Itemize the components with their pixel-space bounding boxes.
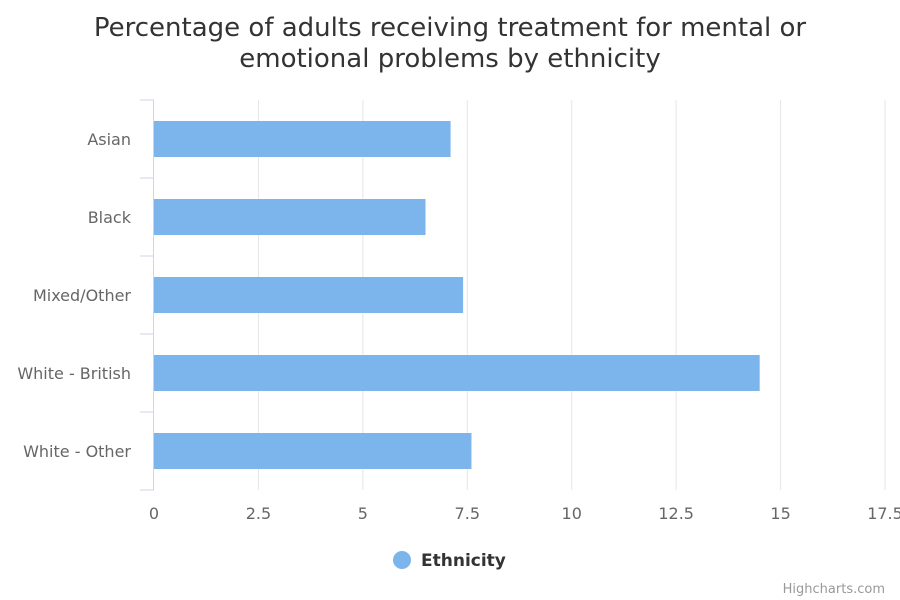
legend-marker[interactable] — [393, 551, 411, 569]
category-label-4: White - Other — [23, 442, 131, 461]
bar-asian[interactable] — [154, 121, 451, 157]
bar-mixed-other[interactable] — [154, 277, 464, 313]
x-tick-label-6: 15 — [770, 504, 790, 523]
x-tick-label-3: 7.5 — [455, 504, 480, 523]
bar-black[interactable] — [154, 199, 426, 235]
category-label-3: White - British — [17, 364, 131, 383]
x-tick-label-5: 12.5 — [658, 504, 694, 523]
x-tick-label-0: 0 — [149, 504, 159, 523]
x-tick-label-2: 5 — [358, 504, 368, 523]
bar-white-other[interactable] — [154, 433, 472, 469]
legend[interactable]: Ethnicity — [393, 551, 506, 571]
credits-link[interactable]: Highcharts.com — [783, 582, 885, 597]
category-label-2: Mixed/Other — [33, 286, 131, 305]
bar-white-british[interactable] — [154, 355, 760, 391]
bar-series — [154, 121, 760, 469]
category-axis — [140, 99, 154, 491]
x-tick-label-4: 10 — [562, 504, 582, 523]
grid-lines — [257, 100, 886, 490]
category-label-0: Asian — [87, 130, 131, 149]
value-axis-labels: 0 2.5 5 7.5 10 12.5 15 17.5 — [149, 504, 900, 523]
legend-item-ethnicity[interactable]: Ethnicity — [421, 551, 506, 571]
chart-title-line-2: emotional problems by ethnicity — [239, 44, 660, 74]
x-tick-label-1: 2.5 — [246, 504, 271, 523]
category-labels: Asian Black Mixed/Other White - British Whit… — [17, 130, 131, 461]
chart-title-line-1: Percentage of adults receiving treatment… — [94, 13, 807, 43]
category-label-1: Black — [88, 208, 132, 227]
x-tick-label-7: 17.5 — [867, 504, 900, 523]
